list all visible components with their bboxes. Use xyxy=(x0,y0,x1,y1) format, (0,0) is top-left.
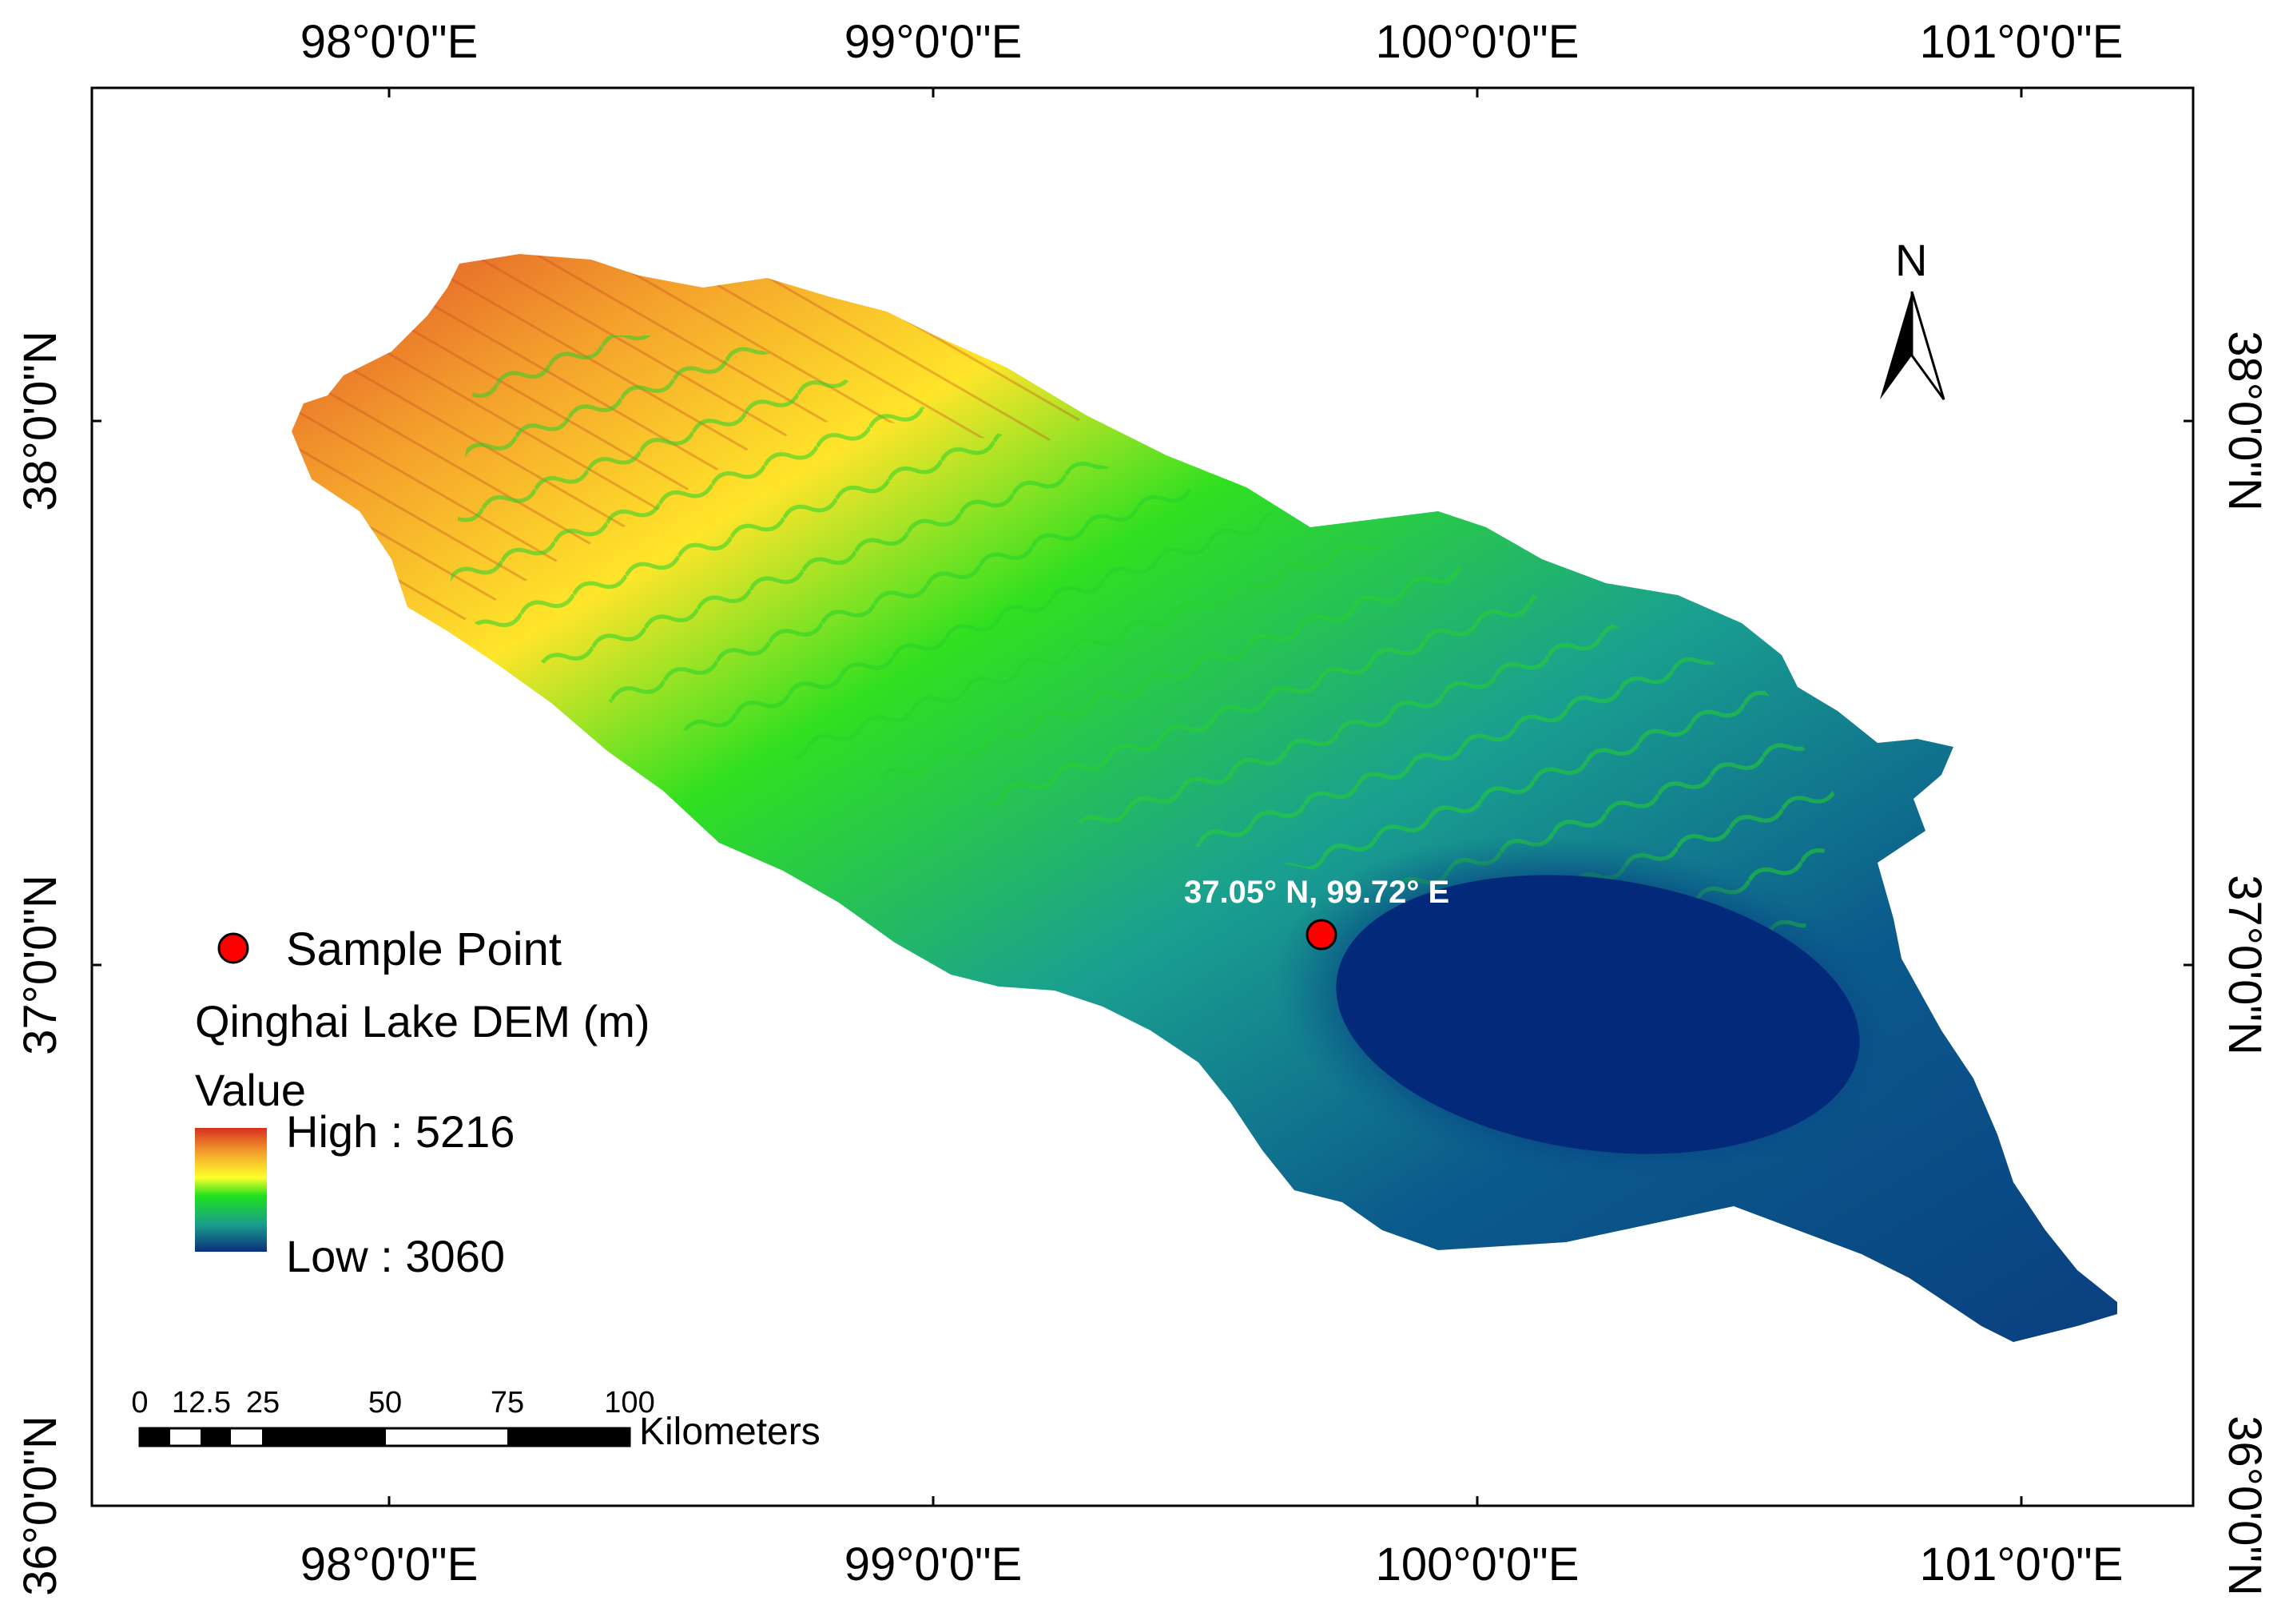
scale-bar: 0 12.5 25 50 75 100 Kilometers xyxy=(131,1386,820,1453)
lon-label-99-bottom: 99°0'0"E xyxy=(844,1539,1023,1590)
scale-tick-25: 25 xyxy=(246,1386,280,1420)
lon-label-100-top: 100°0'0"E xyxy=(1376,16,1580,68)
north-arrow-icon xyxy=(1880,292,1912,399)
lon-label-98-top: 98°0'0"E xyxy=(300,16,479,68)
legend-low-label: Low : 3060 xyxy=(286,1231,505,1281)
legend-sample-point-label: Sample Point xyxy=(286,923,562,975)
lat-label-38-right: 38°0'0"N xyxy=(2219,331,2271,511)
lat-label-36-left: 36°0'0"N xyxy=(14,1416,66,1596)
dem-raster xyxy=(292,254,2117,1342)
scale-tick-0: 0 xyxy=(131,1386,148,1420)
legend-high-label: High : 5216 xyxy=(286,1106,515,1157)
lon-label-101-bottom: 101°0'0"E xyxy=(1920,1539,2124,1590)
lat-labels-right: 38°0'0"N 37°0'0"N 36°0'0"N xyxy=(2219,331,2271,1596)
scale-unit-label: Kilometers xyxy=(639,1411,821,1453)
lon-labels-top: 98°0'0"E 99°0'0"E 100°0'0"E 101°0'0"E xyxy=(300,16,2124,68)
legend: Sample Point Qinghai Lake DEM (m) Value … xyxy=(195,923,650,1281)
lat-label-38-left: 38°0'0"N xyxy=(14,331,66,511)
north-arrow-label: N xyxy=(1895,235,1927,285)
scale-bar-seg xyxy=(262,1428,386,1446)
qinghai-lake-core xyxy=(1336,875,1860,1154)
legend-value-label: Value xyxy=(195,1065,306,1115)
scale-tick-75: 75 xyxy=(491,1386,524,1420)
sample-point-annotation: 37.05° N, 99.72° E xyxy=(1184,875,1449,910)
lon-label-99-top: 99°0'0"E xyxy=(844,16,1023,68)
legend-color-ramp xyxy=(195,1128,267,1252)
lon-label-101-top: 101°0'0"E xyxy=(1920,16,2124,68)
lat-label-37-right: 37°0'0"N xyxy=(2219,875,2271,1055)
scale-bar-seg xyxy=(140,1428,170,1446)
scale-tick-12.5: 12.5 xyxy=(172,1386,231,1420)
lat-label-37-left: 37°0'0"N xyxy=(14,875,66,1055)
scale-bar-seg xyxy=(201,1428,231,1446)
sample-point-marker xyxy=(1305,919,1337,951)
north-arrow-outline xyxy=(1910,291,1945,400)
lon-label-98-bottom: 98°0'0"E xyxy=(300,1539,479,1590)
lon-label-100-bottom: 100°0'0"E xyxy=(1376,1539,1580,1590)
scale-tick-100: 100 xyxy=(604,1386,654,1420)
lat-labels-left: 38°0'0"N 37°0'0"N 36°0'0"N xyxy=(14,331,66,1596)
legend-title: Qinghai Lake DEM (m) xyxy=(195,996,650,1046)
lat-label-36-right: 36°0'0"N xyxy=(2219,1416,2271,1596)
north-arrow: N xyxy=(1880,235,1945,400)
graticule-ticks xyxy=(92,88,2193,1507)
legend-sample-point-symbol xyxy=(217,932,249,964)
scale-tick-50: 50 xyxy=(368,1386,402,1420)
scale-bar-seg xyxy=(507,1428,630,1446)
lon-labels-bottom: 98°0'0"E 99°0'0"E 100°0'0"E 101°0'0"E xyxy=(300,1539,2124,1590)
valley-network xyxy=(447,336,1838,959)
